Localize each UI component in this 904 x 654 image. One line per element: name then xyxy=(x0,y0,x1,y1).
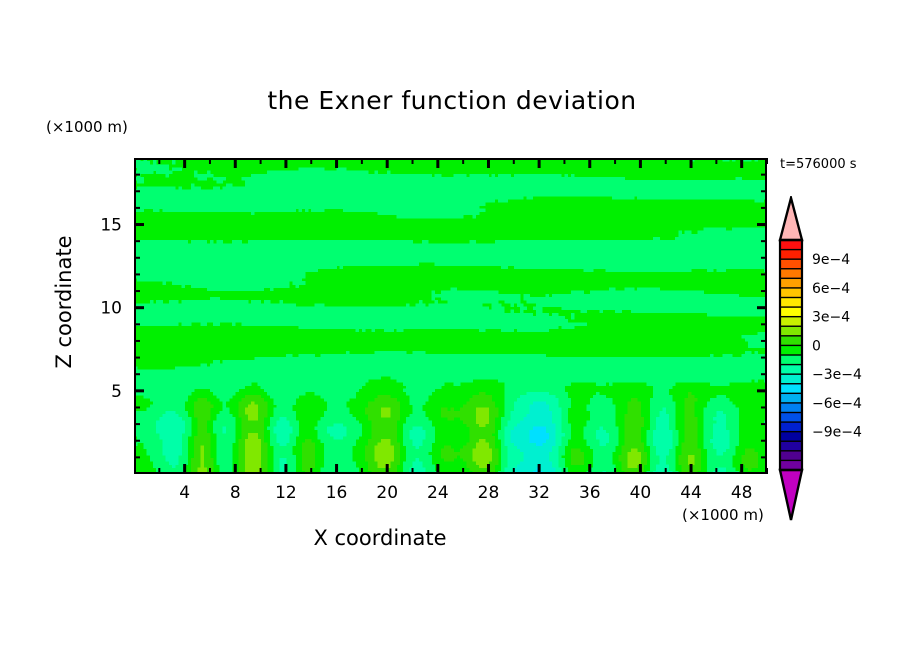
colorbar-tick-label: 0 xyxy=(812,338,821,354)
colorbar-tick-label: −3e−4 xyxy=(812,367,862,383)
x-tick-label: 24 xyxy=(427,483,449,503)
x-tick-label: 32 xyxy=(528,483,550,503)
colorbar-tick-label: 6e−4 xyxy=(812,281,850,297)
colorbar[interactable]: 9e−4 6e−4 3e−4 0 −3e−4 −6e−4 −9e−4 xyxy=(772,196,892,526)
colorbar-tick-label: −6e−4 xyxy=(812,396,862,412)
x-tick-label: 48 xyxy=(731,483,753,503)
x-tick-label: 28 xyxy=(478,483,500,503)
colorbar-tick-label: 3e−4 xyxy=(812,310,850,326)
timestamp-label: t=576000 s xyxy=(780,157,857,172)
x-axis-unit: (×1000 m) xyxy=(682,506,764,524)
y-tick-label: 10 xyxy=(100,299,122,319)
chart-title: the Exner function deviation xyxy=(267,86,637,115)
x-tick-label: 40 xyxy=(630,483,652,503)
x-tick-label: 4 xyxy=(179,483,190,503)
x-tick-label: 20 xyxy=(376,483,398,503)
x-tick-label: 16 xyxy=(326,483,348,503)
x-tick-label: 12 xyxy=(275,483,297,503)
y-axis-unit: (×1000 m) xyxy=(46,118,128,136)
x-tick-label: 8 xyxy=(230,483,241,503)
x-tick-label: 44 xyxy=(680,483,702,503)
colorbar-tick-label: 9e−4 xyxy=(812,252,850,268)
y-tick-label: 15 xyxy=(100,216,122,236)
x-axis-label: X coordinate xyxy=(313,526,447,550)
y-tick-label: 5 xyxy=(111,382,122,402)
y-axis-label: Z coordinate xyxy=(52,235,76,369)
contour-plot xyxy=(134,158,767,474)
colorbar-tick-label: −9e−4 xyxy=(812,425,862,441)
x-tick-label: 36 xyxy=(579,483,601,503)
